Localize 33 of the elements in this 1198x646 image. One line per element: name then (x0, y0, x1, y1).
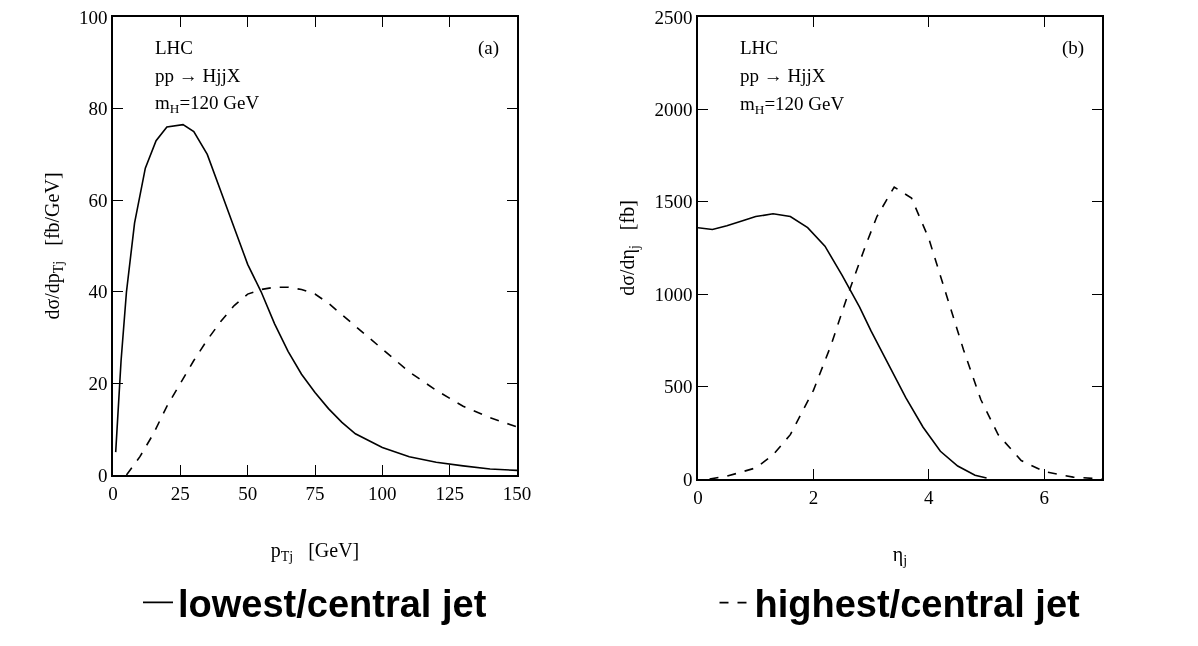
legend-label: lowest/central jet (178, 583, 487, 626)
x-tick-label: 150 (502, 482, 532, 504)
y-tick-label: 0 (97, 464, 108, 486)
y-tick-label: 2500 (654, 6, 693, 28)
annotation: (b) (1062, 37, 1085, 59)
x-tick-label: 2 (808, 486, 819, 508)
x-tick-label: 75 (305, 482, 325, 504)
y-tick-label: 2000 (654, 99, 693, 121)
x-tick-label: 4 (924, 486, 935, 508)
y-tick-label: 0 (682, 468, 693, 490)
annotation: (a) (478, 37, 500, 59)
x-axis-title: p$_{Tj}$ [GeV] (270, 538, 360, 564)
legend-label: highest/central jet (754, 583, 1081, 626)
y-tick-label: 1500 (654, 191, 693, 213)
y-tick-label: 1000 (654, 283, 693, 305)
x-tick-label: 50 (238, 482, 258, 504)
annotation: m$_{H}$=120 GeV (155, 92, 260, 116)
y-tick-label: 40 (88, 281, 108, 303)
x-tick-label: 25 (170, 482, 190, 504)
y-tick-label: 20 (88, 373, 108, 395)
x-tick-label: 6 (1039, 486, 1050, 508)
annotation: pp → HjjX (155, 65, 241, 86)
x-axis-title: η$_{j}$ (892, 542, 908, 568)
y-tick-label: 80 (88, 98, 108, 120)
x-tick-label: 125 (435, 482, 464, 504)
x-tick-label: 100 (368, 482, 397, 504)
annotation: LHC (155, 37, 193, 58)
y-tick-label: 100 (78, 6, 108, 28)
annotation: LHC (740, 37, 778, 58)
y-tick-label: 500 (663, 376, 693, 398)
annotation: m$_{H}$=120 GeV (740, 93, 845, 117)
annotation: pp → HjjX (740, 65, 826, 86)
y-tick-label: 60 (88, 189, 108, 211)
